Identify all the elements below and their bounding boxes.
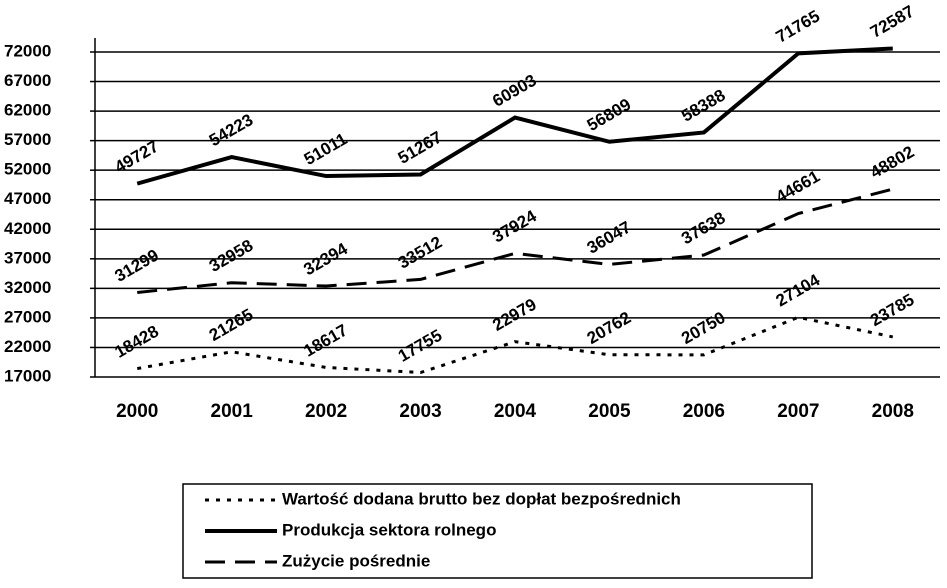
legend-label: Wartość dodana brutto bez dopłat bezpośr… xyxy=(282,489,681,508)
x-tick-label: 2006 xyxy=(683,401,725,422)
y-tick-label: 27000 xyxy=(4,307,51,326)
data-label: 18428 xyxy=(111,322,161,362)
y-tick-label: 37000 xyxy=(4,248,51,267)
data-label: 51011 xyxy=(301,129,351,169)
y-tick-label: 52000 xyxy=(4,160,51,179)
x-tick-label: 2007 xyxy=(777,401,819,422)
x-tick-label: 2008 xyxy=(872,401,914,422)
y-tick-label: 22000 xyxy=(4,337,51,356)
data-label: 20762 xyxy=(584,308,634,348)
data-label: 18617 xyxy=(300,321,350,361)
y-tick-label: 32000 xyxy=(4,278,51,297)
x-tick-label: 2001 xyxy=(211,401,254,422)
series-line xyxy=(136,315,894,375)
data-label: 60903 xyxy=(489,71,539,111)
x-tick-label: 2000 xyxy=(116,401,158,422)
y-tick-label: 17000 xyxy=(4,366,51,385)
y-tick-label: 72000 xyxy=(4,41,51,60)
data-label: 32394 xyxy=(300,239,351,279)
data-label: 44661 xyxy=(773,167,823,207)
y-tick-label: 62000 xyxy=(4,101,51,120)
series-line xyxy=(136,46,893,186)
legend-label: Produkcja sektora rolnego xyxy=(282,520,496,539)
data-label: 17755 xyxy=(395,326,445,366)
data-label: 56809 xyxy=(584,95,634,135)
x-tick-label: 2005 xyxy=(588,401,631,422)
data-label: 72587 xyxy=(867,2,917,42)
y-tick-label: 47000 xyxy=(4,189,51,208)
data-label: 54223 xyxy=(206,110,256,150)
data-label: 71765 xyxy=(773,6,823,46)
y-tick-label: 67000 xyxy=(4,71,51,90)
data-label: 48802 xyxy=(867,142,917,182)
x-tick-label: 2002 xyxy=(305,401,347,422)
data-label: 36047 xyxy=(584,218,634,258)
x-tick-label: 2003 xyxy=(399,401,441,422)
data-label: 33512 xyxy=(395,233,445,273)
data-label: 20750 xyxy=(678,308,728,348)
y-tick-label: 42000 xyxy=(4,219,51,238)
data-label: 37924 xyxy=(489,206,540,246)
data-label: 21265 xyxy=(206,305,256,345)
data-label: 22979 xyxy=(489,295,539,335)
y-tick-label: 57000 xyxy=(4,130,51,149)
data-label: 37638 xyxy=(678,208,728,248)
data-label: 27104 xyxy=(773,270,824,310)
data-label: 23785 xyxy=(867,290,917,330)
legend-box xyxy=(182,483,813,579)
x-tick-label: 2004 xyxy=(494,401,537,422)
data-label: 31299 xyxy=(111,246,161,286)
data-label: 32958 xyxy=(206,236,256,276)
data-label: 51267 xyxy=(395,128,445,168)
legend-label: Zużycie pośrednie xyxy=(282,551,430,570)
series-line xyxy=(137,187,894,294)
